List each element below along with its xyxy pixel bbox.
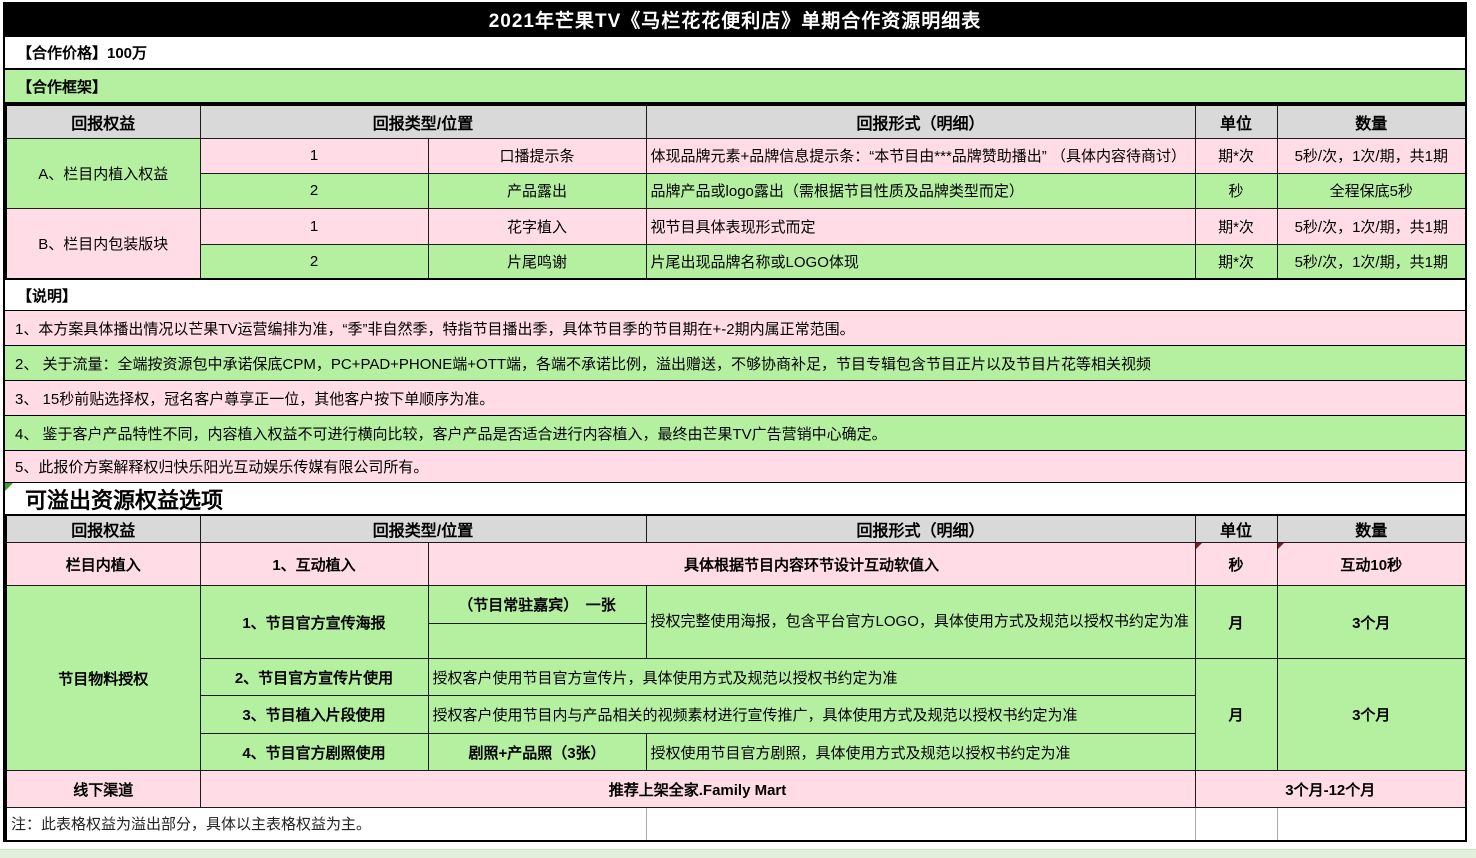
cell-form: 推荐上架全家.Family Mart xyxy=(199,770,1196,808)
table-row: 2 片尾鸣谢 片尾出现品牌名称或LOGO体现 期*次 5秒/次，1次/期，共1期 xyxy=(6,243,1467,280)
table-row: 4、节目官方剧照使用 剧照+产品照（3张） 授权使用节目官方剧照，具体使用方式及… xyxy=(6,733,1466,771)
notes-header: 【说明】 xyxy=(5,280,1465,311)
cell-form: 片尾出现品牌名称或LOGO体现 xyxy=(645,243,1196,280)
cell-qty: 5秒/次，1次/期，共1期 xyxy=(1276,243,1467,280)
overflow-section-title: 可溢出资源权益选项 xyxy=(5,483,1465,514)
note-item: 1、本方案具体播出情况以芒果TV运营编排为准，“季”非自然季，特指节目播出季，具… xyxy=(5,311,1465,346)
cell-type: 3、节目植入片段使用 xyxy=(199,695,429,734)
framework-row: 【合作框架】 xyxy=(5,70,1465,104)
cell-qty: 5秒/次，1次/期，共1期 xyxy=(1276,207,1467,245)
note-item: 2、 关于流量：全端按资源包中承诺保底CPM，PC+PAD+PHONE端+OTT… xyxy=(5,346,1465,381)
cell-unit: 月 xyxy=(1194,585,1278,659)
table-row: 2、节目官方宣传片使用 授权客户使用节目官方宣传片，具体使用方式及规范以授权书约… xyxy=(6,658,1467,771)
materials-label: 节目物料授权 xyxy=(5,585,201,771)
footnote-row: 注：此表格权益为溢出部分，具体以主表格权益为主。 xyxy=(5,807,1467,841)
cell-form: 授权使用节目官方剧照，具体使用方式及规范以授权书约定为准 xyxy=(645,733,1196,771)
main-table: 回报权益 回报类型/位置 回报形式（明细） 单位 数量 A、栏目内植入权益 1 … xyxy=(5,104,1468,280)
header-type-position: 回报类型/位置 xyxy=(199,104,647,139)
cell-unit: 月 xyxy=(1194,658,1278,771)
table-row: 2 产品露出 品牌产品或logo露出（需根据节目性质及品牌类型而定） 秒 全程保… xyxy=(6,172,1467,209)
footnote-text: 注：此表格权益为溢出部分，具体以主表格权益为主。 xyxy=(5,807,647,841)
empty-cell xyxy=(1194,807,1278,841)
header-quantity: 数量 xyxy=(1276,514,1467,543)
header-benefit: 回报权益 xyxy=(5,514,201,543)
cell-position: （节目常驻嘉宾） 一张 xyxy=(427,585,647,624)
table-row xyxy=(6,623,1466,659)
header-form-detail: 回报形式（明细） xyxy=(645,104,1196,139)
empty-cell xyxy=(427,623,647,659)
sheet: 2021年芒果TV《马栏花花便利店》单期合作资源明细表 【合作价格】100万 【… xyxy=(3,2,1468,842)
header-form-detail: 回报形式（明细） xyxy=(645,514,1196,543)
table-row: A、栏目内植入权益 1 口播提示条 体现品牌元素+品牌信息提示条：“本节目由**… xyxy=(5,137,1467,209)
overflow-table: 回报权益 回报类型/位置 回报形式（明细） 单位 数量 栏目内植入 1、互动植入… xyxy=(5,514,1468,842)
cell-type: 1、节目官方宣传海报 xyxy=(199,585,429,659)
cell-no: 2 xyxy=(199,243,429,280)
group-a-label: A、栏目内植入权益 xyxy=(5,137,201,209)
cell-type: 产品露出 xyxy=(427,172,647,209)
cell-qty: 互动10秒 xyxy=(1276,542,1467,586)
cell-qty: 5秒/次，1次/期，共1期 xyxy=(1276,137,1467,174)
cell-type: 4、节目官方剧照使用 xyxy=(199,733,429,771)
cell-position: 剧照+产品照（3张） xyxy=(427,733,647,771)
cell-type: 2、节目官方宣传片使用 xyxy=(199,658,429,696)
table-row: B、栏目内包装版块 1 花字植入 视节目具体表现形式而定 期*次 5秒/次，1次… xyxy=(5,207,1467,280)
table-row: 线下渠道 推荐上架全家.Family Mart 3个月-12个月 xyxy=(5,770,1467,808)
page-title: 2021年芒果TV《马栏花花便利店》单期合作资源明细表 xyxy=(5,4,1465,35)
cell-type: 花字植入 xyxy=(427,207,647,245)
cell-type: 片尾鸣谢 xyxy=(427,243,647,280)
cell-no: 1 xyxy=(199,137,429,174)
note-item: 3、 15秒前贴选择权，冠名客户尊享正一位，其他客户按下单顺序为准。 xyxy=(5,381,1465,416)
empty-cell xyxy=(645,807,1196,841)
cell-form: 体现品牌元素+品牌信息提示条：“本节目由***品牌赞助播出” （具体内容待商讨） xyxy=(645,137,1196,174)
group-b-label: B、栏目内包装版块 xyxy=(5,207,201,280)
cell-qty: 3个月 xyxy=(1276,658,1467,771)
note-item: 5、此报价方案解释权归快乐阳光互动娱乐传媒有限公司所有。 xyxy=(5,451,1465,483)
cell-qty: 全程保底5秒 xyxy=(1276,172,1467,209)
note-item: 4、 鉴于客户产品特性不同，内容植入权益不可进行横向比较，客户产品是否适合进行内… xyxy=(5,416,1465,451)
cell-type: 口播提示条 xyxy=(427,137,647,174)
header-type-position: 回报类型/位置 xyxy=(199,514,647,543)
cell-no: 1 xyxy=(199,207,429,245)
bottom-strip xyxy=(0,849,1476,858)
cell-no: 2 xyxy=(199,172,429,209)
offline-label: 线下渠道 xyxy=(5,770,201,808)
cell-unit: 期*次 xyxy=(1194,137,1278,174)
main-table-header: 回报权益 回报类型/位置 回报形式（明细） 单位 数量 xyxy=(5,104,1467,139)
table-row: 3、节目植入片段使用 授权客户使用节目内与产品相关的视频素材进行宣传推广，具体使… xyxy=(6,695,1466,734)
header-benefit: 回报权益 xyxy=(5,104,201,139)
cell-form: 品牌产品或logo露出（需根据节目性质及品牌类型而定） xyxy=(645,172,1196,209)
implant-label: 栏目内植入 xyxy=(5,542,201,586)
header-quantity: 数量 xyxy=(1276,104,1467,139)
cell-type: 1、互动植入 xyxy=(199,542,429,586)
empty-cell xyxy=(1276,807,1467,841)
table-row: 节目物料授权 1、节目官方宣传海报 （节目常驻嘉宾） 一张 授权完整使用海报，包… xyxy=(5,585,1467,771)
header-unit: 单位 xyxy=(1194,104,1278,139)
cell-form: 具体根据节目内容环节设计互动软值入 xyxy=(427,542,1196,586)
cell-unit: 期*次 xyxy=(1194,207,1278,245)
cell-form: 授权客户使用节目官方宣传片，具体使用方式及规范以授权书约定为准 xyxy=(427,658,1196,696)
cell-unit: 期*次 xyxy=(1194,243,1278,280)
cell-form: 授权完整使用海报，包含平台官方LOGO，具体使用方式及规范以授权书约定为准 xyxy=(645,585,1196,659)
table-row: 栏目内植入 1、互动植入 具体根据节目内容环节设计互动软值入 秒 互动10秒 xyxy=(5,542,1467,586)
cell-qty: 3个月 xyxy=(1276,585,1467,659)
cell-qty: 3个月-12个月 xyxy=(1194,770,1467,808)
cell-form-text: 授权完整使用海报，包含平台官方LOGO，具体使用方式及规范以授权书约定为准 xyxy=(650,612,1189,630)
overflow-table-header: 回报权益 回报类型/位置 回报形式（明细） 单位 数量 xyxy=(5,514,1467,543)
price-row: 【合作价格】100万 xyxy=(5,35,1465,70)
cell-form: 授权客户使用节目内与产品相关的视频素材进行宣传推广，具体使用方式及规范以授权书约… xyxy=(427,695,1196,734)
cell-unit: 秒 xyxy=(1194,542,1278,586)
overflow-title-text: 可溢出资源权益选项 xyxy=(25,487,224,513)
cell-flag-icon xyxy=(5,483,13,491)
cell-form: 视节目具体表现形式而定 xyxy=(645,207,1196,245)
header-unit: 单位 xyxy=(1194,514,1278,543)
cell-unit: 秒 xyxy=(1194,172,1278,209)
